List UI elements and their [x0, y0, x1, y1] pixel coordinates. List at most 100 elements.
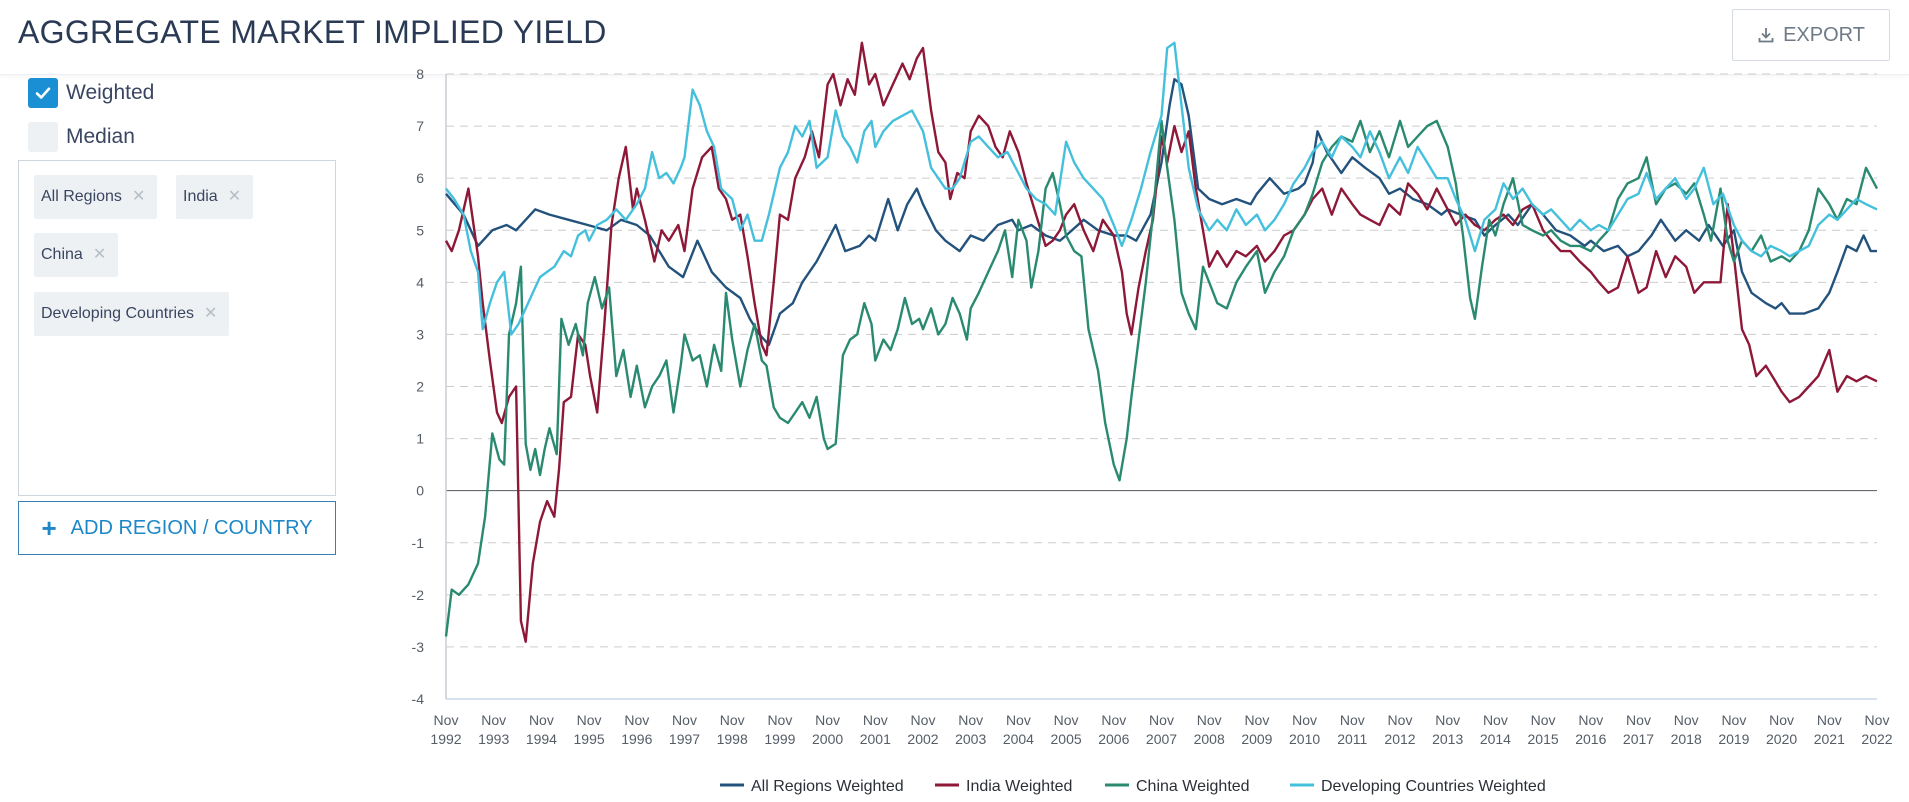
median-label: Median [66, 125, 135, 148]
remove-icon[interactable]: ✕ [203, 305, 218, 322]
x-tick-label: Nov [1435, 712, 1460, 728]
x-tick-label: 1998 [717, 731, 748, 747]
x-tick-label: 2015 [1528, 731, 1559, 747]
y-tick-label: 8 [416, 66, 424, 82]
region-chip-china: China ✕ [34, 233, 119, 277]
x-tick-label: 2018 [1671, 731, 1702, 747]
remove-icon[interactable]: ✕ [131, 188, 146, 205]
export-button[interactable]: EXPORT [1732, 9, 1890, 61]
checkmark-icon [35, 87, 51, 99]
sidebar: Weighted Median All Regions ✕ India ✕ Ch… [0, 74, 360, 802]
y-tick-label: 5 [416, 222, 424, 238]
x-tick-label: Nov [720, 712, 745, 728]
x-tick-label: 2019 [1718, 731, 1749, 747]
x-tick-label: 1994 [526, 731, 557, 747]
x-tick-label: Nov [1531, 712, 1556, 728]
x-tick-label: Nov [1197, 712, 1222, 728]
x-tick-label: 1999 [764, 731, 795, 747]
x-tick-label: Nov [958, 712, 983, 728]
x-tick-label: Nov [1340, 712, 1365, 728]
plus-icon: + [41, 513, 57, 543]
x-tick-label: 2016 [1575, 731, 1606, 747]
median-checkbox[interactable] [28, 122, 58, 152]
x-tick-label: 2000 [812, 731, 843, 747]
x-tick-label: 2017 [1623, 731, 1654, 747]
y-tick-label: 2 [416, 379, 424, 395]
weighted-label: Weighted [66, 81, 155, 104]
x-tick-label: Nov [1626, 712, 1651, 728]
x-tick-label: Nov [672, 712, 697, 728]
x-tick-label: 2004 [1003, 731, 1034, 747]
x-tick-label: Nov [1244, 712, 1269, 728]
remove-icon[interactable]: ✕ [92, 246, 107, 263]
legend-label: Developing Countries Weighted [1321, 778, 1546, 795]
x-tick-label: Nov [1006, 712, 1031, 728]
x-tick-label: Nov [815, 712, 840, 728]
series-line [444, 41, 1878, 643]
y-tick-label: 0 [416, 483, 424, 499]
region-chip-all-regions: All Regions ✕ [34, 175, 158, 219]
x-tick-label: 2010 [1289, 731, 1320, 747]
remove-icon[interactable]: ✕ [227, 188, 242, 205]
x-tick-label: 2022 [1861, 731, 1892, 747]
x-tick-label: Nov [1054, 712, 1079, 728]
chip-label: India [183, 188, 218, 205]
x-tick-label: Nov [767, 712, 792, 728]
x-tick-label: Nov [1578, 712, 1603, 728]
x-tick-label: Nov [1292, 712, 1317, 728]
x-tick-label: 2005 [1051, 731, 1082, 747]
x-tick-label: Nov [577, 712, 602, 728]
x-tick-label: Nov [1769, 712, 1794, 728]
x-tick-label: Nov [1674, 712, 1699, 728]
x-tick-label: Nov [1388, 712, 1413, 728]
region-list: All Regions ✕ India ✕ China ✕ Developing… [18, 160, 336, 496]
series-line [445, 41, 1878, 336]
x-tick-label: 1992 [430, 731, 461, 747]
y-tick-label: 4 [416, 274, 424, 290]
page-header: AGGREGATE MARKET IMPLIED YIELD EXPORT [0, 0, 1909, 75]
x-tick-label: 2011 [1337, 731, 1367, 747]
x-tick-label: 2002 [907, 731, 938, 747]
legend-label: All Regions Weighted [751, 778, 904, 795]
y-tick-label: -2 [412, 587, 425, 603]
x-tick-label: 2006 [1098, 731, 1129, 747]
export-label: EXPORT [1783, 23, 1865, 46]
x-tick-label: 2021 [1814, 731, 1845, 747]
x-tick-label: 1997 [669, 731, 700, 747]
x-tick-label: 2014 [1480, 731, 1511, 747]
y-tick-label: -4 [412, 691, 425, 707]
series-line [444, 119, 1879, 637]
x-tick-label: Nov [863, 712, 888, 728]
x-tick-label: Nov [434, 712, 459, 728]
region-chip-developing-countries: Developing Countries ✕ [34, 292, 230, 336]
x-tick-label: Nov [911, 712, 936, 728]
y-tick-label: -3 [412, 639, 425, 655]
chip-label: All Regions [41, 188, 122, 205]
page-title: AGGREGATE MARKET IMPLIED YIELD [18, 14, 607, 50]
x-tick-label: 2008 [1194, 731, 1225, 747]
weighted-checkbox-row[interactable]: Weighted [28, 78, 154, 108]
x-tick-label: 1996 [621, 731, 652, 747]
add-region-button[interactable]: + ADD REGION / COUNTRY [18, 501, 336, 555]
x-tick-label: Nov [1101, 712, 1126, 728]
y-tick-label: 1 [416, 431, 424, 447]
median-checkbox-row[interactable]: Median [28, 122, 135, 152]
x-tick-label: 2001 [860, 731, 891, 747]
x-tick-label: Nov [1817, 712, 1842, 728]
x-tick-label: 2012 [1384, 731, 1415, 747]
y-tick-label: -1 [412, 535, 425, 551]
x-tick-label: 1995 [574, 731, 605, 747]
chip-label: China [41, 246, 83, 263]
y-tick-label: 6 [416, 170, 424, 186]
weighted-checkbox[interactable] [28, 78, 58, 108]
legend-label: India Weighted [966, 778, 1072, 795]
x-tick-label: 2007 [1146, 731, 1177, 747]
x-tick-label: Nov [1483, 712, 1508, 728]
add-region-label: ADD REGION / COUNTRY [70, 516, 313, 539]
legend-label: China Weighted [1136, 778, 1250, 795]
chip-label: Developing Countries [41, 305, 194, 322]
y-tick-label: 7 [416, 118, 424, 134]
x-tick-label: 2003 [955, 731, 986, 747]
download-icon [1757, 26, 1775, 44]
